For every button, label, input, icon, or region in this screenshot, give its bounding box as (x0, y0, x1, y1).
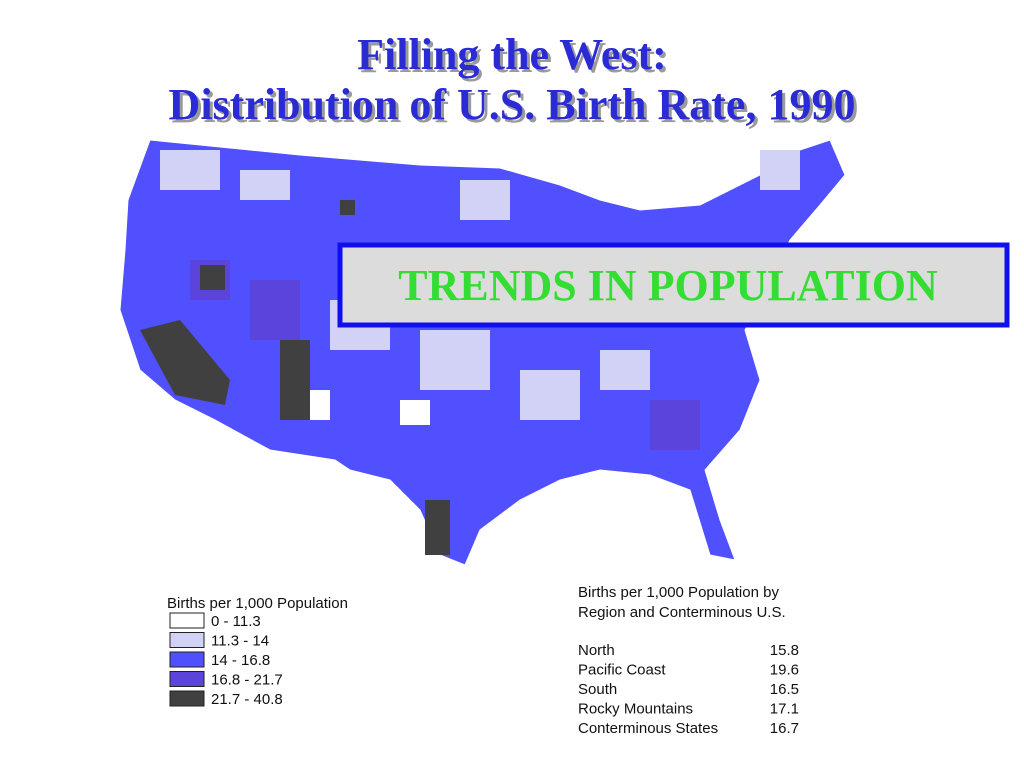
legend-label: 16.8 - 21.7 (211, 672, 283, 689)
table-region: Conterminous States (578, 720, 718, 737)
title-line: Filling the West: (357, 30, 667, 79)
map-patches (140, 150, 800, 555)
legend-swatch (169, 651, 205, 668)
table-region: Pacific Coast (578, 662, 666, 679)
table-region: Rocky Mountains (578, 701, 693, 718)
legend-title: Births per 1,000 Population (167, 595, 348, 612)
table-title: Births per 1,000 Population by (578, 584, 779, 601)
legend-swatch (169, 671, 205, 687)
legend-label: 11.3 - 14 (211, 633, 269, 650)
table-value: 17.1 (770, 701, 799, 718)
table-value: 15.8 (770, 642, 799, 659)
table-value: 19.6 (770, 662, 799, 679)
legend-swatch (169, 690, 205, 707)
legend-swatch (169, 612, 205, 629)
legend-label: 0 - 11.3 (211, 613, 261, 630)
table-value: 16.7 (770, 720, 799, 737)
banner-box (337, 242, 1010, 328)
banner-text: TRENDS IN POPULATION (398, 261, 938, 310)
table-value: 16.5 (770, 681, 799, 698)
legend-label: 21.7 - 40.8 (211, 691, 283, 708)
title-shadow: Filling the West: (360, 33, 670, 82)
legend-swatch (169, 632, 205, 648)
title-shadow: Distribution of U.S. Birth Rate, 1990 (172, 83, 859, 132)
table-region: South (578, 681, 617, 698)
table-region: North (578, 642, 615, 659)
map (119, 139, 846, 566)
title-line: Distribution of U.S. Birth Rate, 1990 (169, 80, 856, 129)
legend-label: 14 - 16.8 (211, 652, 270, 669)
table-title: Region and Conterminous U.S. (578, 604, 786, 621)
